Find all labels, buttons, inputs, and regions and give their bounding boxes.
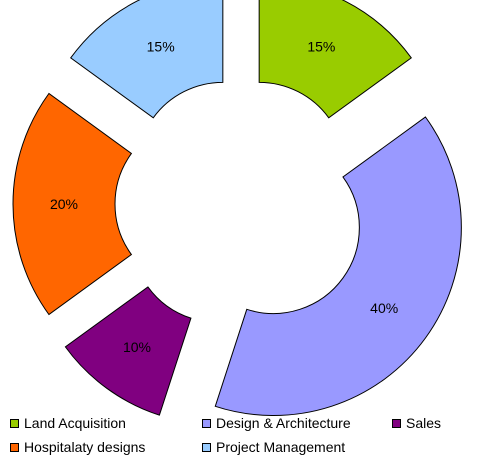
- slice-sales: [64, 286, 192, 416]
- slice-label-hospitalaty-designs: 20%: [50, 196, 78, 212]
- slice-label-sales: 10%: [123, 339, 151, 355]
- slice-land-acquisition: [258, 0, 412, 119]
- slice-design-architecture: [214, 116, 462, 416]
- slice-label-design-architecture: 40%: [370, 300, 398, 316]
- slice-hospitalaty-designs: [12, 92, 133, 316]
- slice-label-land-acquisition: 15%: [307, 38, 335, 54]
- slice-label-project-management: 15%: [147, 38, 175, 54]
- slice-project-management: [70, 0, 224, 119]
